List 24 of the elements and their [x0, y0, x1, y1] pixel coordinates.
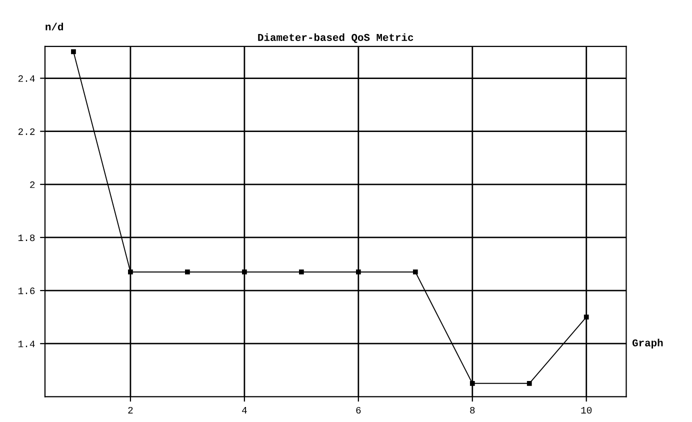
point: [128, 270, 133, 274]
y-axis-title: n/d: [46, 22, 64, 30]
x-tick-label: 2: [128, 406, 133, 414]
point: [584, 314, 589, 320]
point: [470, 380, 475, 386]
y-tick-label: 1.8: [18, 234, 35, 242]
point: [242, 270, 247, 274]
x-tick-label: 8: [470, 406, 475, 414]
point: [298, 270, 304, 274]
point: [412, 270, 418, 274]
x-tick-label: 6: [356, 406, 361, 414]
x-tick-label: 4: [242, 407, 247, 414]
chart-title: Diameter-based QoS Metric: [258, 33, 414, 43]
y-tick-label: 1.4: [18, 340, 35, 348]
y-tick-label: 2: [30, 181, 35, 188]
x-tick-label: 10: [581, 406, 592, 414]
point: [356, 270, 361, 274]
y-tick-label: 2.4: [18, 75, 35, 82]
x-axis-title: Graph: [632, 338, 663, 348]
point: [71, 49, 76, 54]
point: [185, 270, 190, 274]
y-tick-label: 1.6: [18, 288, 35, 294]
y-tick-label: 2.2: [18, 128, 35, 135]
point: [526, 380, 532, 386]
